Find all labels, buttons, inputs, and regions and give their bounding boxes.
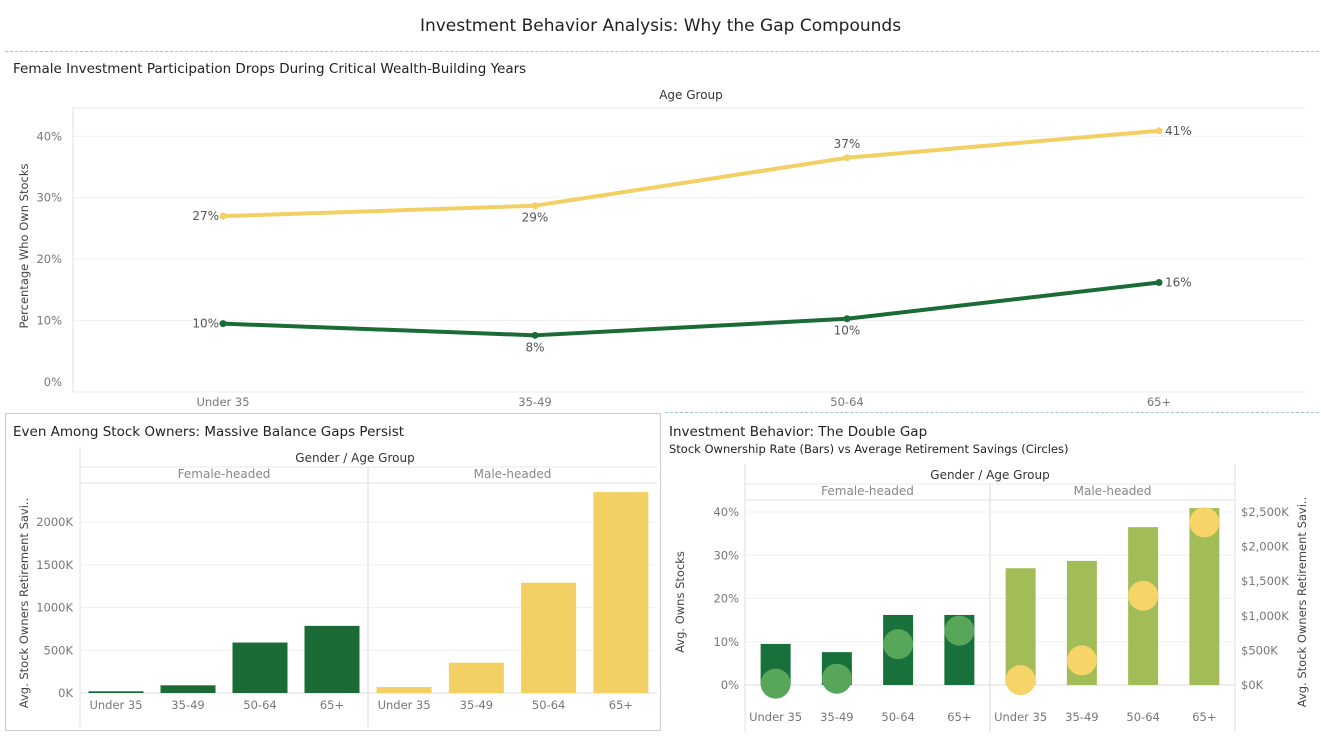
left-y-tick: 500K: [44, 643, 74, 657]
right-x-tick: 65+: [947, 710, 971, 724]
top-point-0-0: [219, 212, 227, 220]
top-data-label-0-2: 37%: [834, 137, 861, 151]
right-x-tick: 35-49: [1065, 710, 1098, 724]
left-panel-header-female-headed: Female-headed: [178, 467, 271, 481]
right-circle-male-headed-50-64: [1128, 580, 1159, 611]
left-bar-female-headed-65: [304, 625, 360, 693]
right-bar-male-headed-65: [1189, 508, 1220, 685]
right-y-axis-title: Avg. Owns Stocks: [673, 551, 687, 653]
left-bar-male-headed-under-35: [376, 687, 432, 693]
right-circle-female-headed-65: [944, 615, 975, 646]
top-data-label-1-1: 8%: [525, 340, 544, 354]
top-x-tick-35-49: 35-49: [518, 395, 551, 409]
top-y-tick: 40%: [36, 129, 62, 143]
right-circle-female-headed-under-35: [760, 668, 791, 699]
top-point-1-1: [531, 331, 539, 339]
top-chart-title: Female Investment Participation Drops Du…: [13, 61, 527, 77]
right-panel-header-female-headed: Female-headed: [821, 484, 914, 498]
top-point-1-3: [1155, 278, 1163, 286]
right-y2-axis-title: Avg. Stock Owners Retirement Savi..: [1295, 497, 1309, 707]
right-y2-tick: $0K: [1241, 678, 1264, 692]
right-x-tick: 65+: [1192, 710, 1216, 724]
top-header-age-group: Age Group: [659, 88, 723, 102]
top-x-tick-65: 65+: [1147, 395, 1171, 409]
right-y2-tick: $2,500K: [1241, 505, 1289, 519]
top-x-tick-50-64: 50-64: [830, 395, 863, 409]
right-chart-subtitle: Stock Ownership Rate (Bars) vs Average R…: [669, 442, 1069, 456]
left-y-tick: 1000K: [36, 601, 73, 615]
top-data-label-1-0: 10%: [192, 317, 219, 331]
top-line-chart[interactable]: Age Group 0% 10% 20% 30% 40% Percentage Who Ow…: [0, 80, 1321, 412]
left-bar-male-headed-50-64: [521, 582, 577, 693]
right-circle-female-headed-35-49: [821, 663, 852, 694]
right-y-tick: 10%: [713, 635, 739, 649]
left-y-tick: 1500K: [36, 558, 73, 572]
right-circle-male-headed-65: [1189, 507, 1220, 538]
right-header: Gender / Age Group: [930, 468, 1049, 482]
left-x-tick: 50-64: [532, 698, 565, 712]
left-x-tick: Under 35: [378, 698, 431, 712]
top-y-tick: 30%: [36, 191, 62, 205]
right-dual-axis-chart[interactable]: Gender / Age Group Female-headed Male-head…: [665, 462, 1321, 734]
top-data-label-0-0: 27%: [192, 209, 219, 223]
right-circle-female-headed-50-64: [883, 629, 914, 660]
dashboard-divider-middle: [665, 412, 1319, 413]
top-point-0-2: [843, 154, 851, 162]
right-y2-tick: $500K: [1241, 643, 1278, 657]
right-x-tick: Under 35: [749, 710, 802, 724]
right-circle-male-headed-under-35: [1005, 665, 1036, 696]
top-point-1-2: [843, 315, 851, 323]
right-y2-tick: $1,000K: [1241, 609, 1289, 623]
right-y-tick: 30%: [713, 548, 739, 562]
top-point-1-0: [219, 320, 227, 328]
right-y2-tick: $2,000K: [1241, 540, 1289, 554]
left-bar-female-headed-35-49: [160, 685, 216, 693]
left-x-tick: Under 35: [89, 698, 142, 712]
right-x-tick: 50-64: [1126, 710, 1159, 724]
left-x-tick: 35-49: [171, 698, 204, 712]
selected-sheet-frame: [5, 413, 661, 731]
top-y-tick: 20%: [36, 252, 62, 266]
left-bar-chart[interactable]: Gender / Age Group Female-headed Male-head…: [5, 445, 661, 730]
top-series-line-1: [222, 280, 1160, 338]
top-data-label-1-3: 16%: [1165, 275, 1192, 289]
left-x-tick: 65+: [609, 698, 633, 712]
top-series-line-0: [222, 128, 1160, 219]
top-data-label-0-1: 29%: [522, 211, 549, 225]
right-panel-header-male-headed: Male-headed: [1074, 484, 1152, 498]
left-bar-male-headed-35-49: [448, 662, 504, 693]
left-bar-female-headed-50-64: [232, 642, 288, 693]
right-y-tick: 20%: [713, 592, 739, 606]
left-x-tick: 65+: [320, 698, 344, 712]
right-x-tick: 50-64: [881, 710, 914, 724]
top-y-axis-title: Percentage Who Own Stocks: [17, 164, 31, 329]
dashboard-title: Investment Behavior Analysis: Why the Ga…: [419, 16, 902, 36]
top-y-tick: 0%: [44, 375, 62, 389]
left-bar-female-headed-under-35: [88, 691, 144, 693]
right-chart-title: Investment Behavior: The Double Gap: [669, 424, 928, 440]
top-point-0-3: [1155, 127, 1163, 135]
right-circle-male-headed-35-49: [1066, 645, 1097, 676]
top-data-label-0-3: 41%: [1165, 124, 1192, 138]
left-y-tick: 0K: [58, 686, 73, 700]
left-header: Gender / Age Group: [295, 451, 414, 465]
left-x-tick: 50-64: [243, 698, 276, 712]
top-x-tick-under-35: Under 35: [196, 395, 249, 409]
left-bar-male-headed-65: [593, 492, 649, 693]
left-x-tick: 35-49: [460, 698, 493, 712]
right-y-tick: 40%: [713, 505, 739, 519]
left-y-axis-title: Avg. Stock Owners Retirement Savi..: [17, 498, 31, 708]
right-y2-tick: $1,500K: [1241, 574, 1289, 588]
top-point-0-1: [531, 202, 539, 210]
right-y-tick: 0%: [721, 678, 739, 692]
dashboard-divider-top: [5, 51, 1319, 52]
top-data-label-1-2: 10%: [834, 324, 861, 338]
right-x-tick: 35-49: [820, 710, 853, 724]
right-x-tick: Under 35: [994, 710, 1047, 724]
left-y-tick: 2000K: [36, 515, 73, 529]
left-panel-header-male-headed: Male-headed: [474, 467, 552, 481]
left-chart-title: Even Among Stock Owners: Massive Balance…: [13, 424, 405, 440]
top-y-tick: 10%: [36, 314, 62, 328]
